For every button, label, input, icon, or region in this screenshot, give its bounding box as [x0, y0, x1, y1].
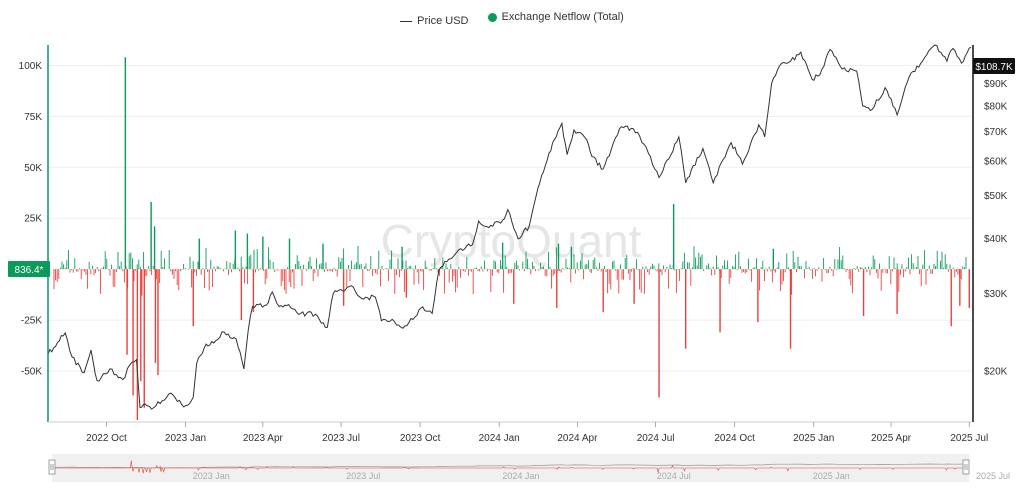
right-tick-label: $60K: [984, 156, 1008, 167]
axes: [47, 45, 974, 423]
left-axis-badge: 836.4*: [8, 261, 50, 277]
x-tick-label: 2023 Jul: [322, 433, 360, 444]
right-badge-label: $108.7K: [975, 62, 1013, 73]
right-tick-label: $70K: [984, 127, 1008, 138]
left-tick-label: 100K: [19, 61, 43, 72]
x-tick-label: 2023 Jan: [165, 433, 206, 444]
navigator-label: 2024 Jan: [502, 471, 539, 481]
x-tick-label: 2024 Jan: [479, 433, 520, 444]
x-tick-label: 2023 Apr: [243, 433, 284, 444]
legend-item-price[interactable]: Price USD: [400, 15, 469, 27]
right-tick-label: $90K: [984, 79, 1008, 90]
left-badge-label: 836.4*: [15, 265, 44, 276]
line-swatch-icon: [400, 20, 413, 22]
navigator-left-handle[interactable]: [48, 459, 56, 475]
legend-netflow-label: Exchange Netflow (Total): [501, 11, 624, 23]
left-tick-label: 50K: [24, 163, 42, 174]
legend-price-label: Price USD: [417, 15, 469, 27]
dot-swatch-icon: [487, 12, 497, 22]
right-axis-badge: $108.7K: [973, 58, 1015, 74]
x-tick-label: 2024 Oct: [714, 433, 755, 444]
netflow-bars: [53, 57, 970, 420]
left-tick-label: -50K: [21, 367, 42, 378]
right-tick-label: $30K: [984, 289, 1008, 300]
navigator-label: 2025 Jul: [976, 471, 1010, 481]
x-tick-label: 2023 Oct: [400, 433, 441, 444]
x-axis-ticks: 2022 Oct 2023 Jan 2023 Apr 2023 Jul 2023 Oct…: [86, 422, 988, 444]
x-tick-label: 2025 Jan: [793, 433, 834, 444]
chart-legend: Price USD Exchange Netflow (Total): [0, 11, 1024, 27]
right-tick-label: $80K: [984, 101, 1008, 112]
right-tick-label: $40K: [984, 234, 1008, 245]
left-tick-label: 25K: [24, 214, 42, 225]
navigator-label: 2024 Jul: [657, 471, 691, 481]
price-line[interactable]: [47, 44, 972, 410]
x-tick-label: 2025 Apr: [871, 433, 912, 444]
navigator-right-handle[interactable]: [962, 459, 970, 475]
x-tick-label: 2024 Apr: [557, 433, 598, 444]
right-axis-ticks: $100K$90K$80K$70K$60K$50K$40K$30K$20K: [984, 59, 1013, 378]
grid-lines: [48, 64, 971, 372]
left-tick-label: -25K: [21, 316, 42, 327]
legend-item-netflow[interactable]: Exchange Netflow (Total): [487, 11, 624, 23]
x-tick-label: 2024 Jul: [637, 433, 675, 444]
navigator-label: 2023 Jan: [193, 471, 230, 481]
navigator-label: 2023 Jul: [346, 471, 380, 481]
left-axis-ticks: 100K 75K 50K 25K -25K -50K: [19, 61, 43, 378]
x-tick-label: 2025 Jul: [950, 433, 988, 444]
right-tick-label: $20K: [984, 366, 1008, 377]
range-navigator[interactable]: 2023 Jan 2023 Jul 2024 Jan 2024 Jul 2025 Jan…: [48, 454, 1010, 482]
left-tick-label: 75K: [24, 112, 42, 123]
navigator-label: 2025 Jan: [813, 471, 850, 481]
right-tick-label: $50K: [984, 191, 1008, 202]
x-tick-label: 2022 Oct: [86, 433, 127, 444]
watermark: CryptoQuant: [381, 215, 642, 267]
